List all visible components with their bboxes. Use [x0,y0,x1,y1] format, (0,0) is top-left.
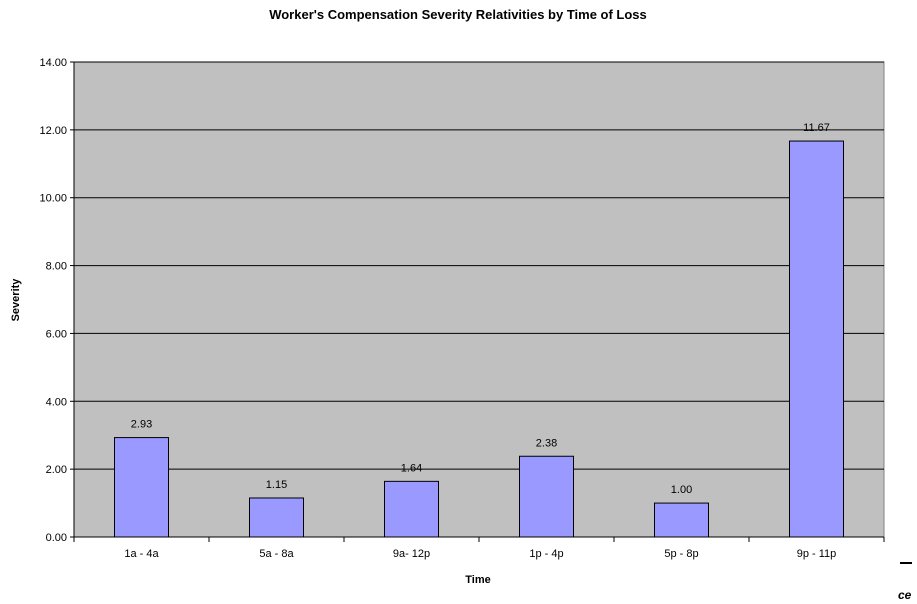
plot-area [73,61,885,538]
y-tick-label: 8.00 [46,261,67,273]
data-label: 11.67 [803,122,830,134]
y-tick-label: 12.00 [39,125,67,137]
bars [114,140,844,538]
bar [654,502,709,538]
data-label: 2.38 [536,437,557,449]
x-axis-label: Time [465,574,490,586]
x-tick-label: 5a - 8a [259,548,294,560]
data-labels: 2.93 1.15 1.64 2.38 1.00 11.67 [131,122,830,496]
data-label: 2.93 [131,419,152,431]
gridlines [74,61,884,470]
chart-title: Worker's Compensation Severity Relativit… [269,7,647,22]
x-tick-label: 9p - 11p [797,548,837,560]
x-tick-label: 9a- 12p [393,548,430,560]
data-label: 1.00 [671,484,692,496]
x-tick-label: 1p - 4p [529,548,563,560]
y-tick-label: 2.00 [46,464,67,476]
x-tick-label: 5p - 8p [664,548,698,560]
data-label: 1.64 [401,462,422,474]
x-tick-label: 1a - 4a [124,548,159,560]
bar [114,437,169,538]
y-tick-label: 6.00 [46,328,67,340]
y-tick-label: 0.00 [46,532,67,544]
edge-text: ce [898,588,912,602]
y-tick-label: 10.00 [39,193,67,205]
y-axis-label: Severity [10,278,22,322]
bar [249,497,304,538]
y-tick-label: 4.00 [46,396,67,408]
bar [384,480,439,538]
x-axis-ticks: 1a - 4a 5a - 8a 9a- 12p 1p - 4p 5p - 8p 9p - … [73,537,885,560]
data-label: 1.15 [266,479,287,491]
bar [789,140,844,538]
y-tick-label: 14.00 [39,57,67,69]
bar [519,455,574,538]
